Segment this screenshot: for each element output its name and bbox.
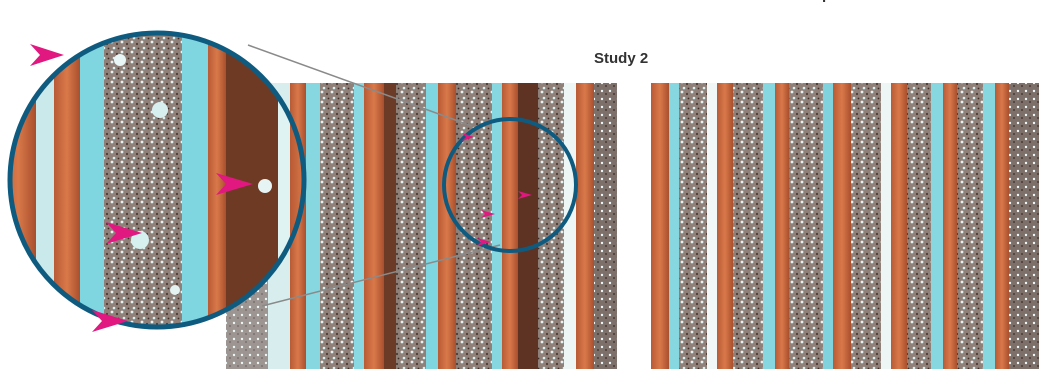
arrowhead-icon: [30, 44, 64, 66]
right-micrograph: [651, 83, 1039, 369]
arrowhead-icon: [462, 133, 474, 141]
arrowhead-icon: [481, 210, 495, 218]
connector-line-top: [247, 44, 473, 127]
arrowhead-icon: [518, 191, 532, 199]
panel-title: Study 2: [594, 50, 649, 67]
arrowhead-icon: [92, 310, 128, 332]
arrowhead-icon: [106, 222, 142, 244]
focus-circle: [442, 117, 578, 253]
magnifier-circle: [7, 30, 307, 330]
arrowhead-icon: [477, 238, 491, 246]
connector-line-bottom: [261, 244, 501, 307]
partial-caption-text: p: [822, 0, 831, 3]
arrowhead-icon: [216, 173, 253, 195]
